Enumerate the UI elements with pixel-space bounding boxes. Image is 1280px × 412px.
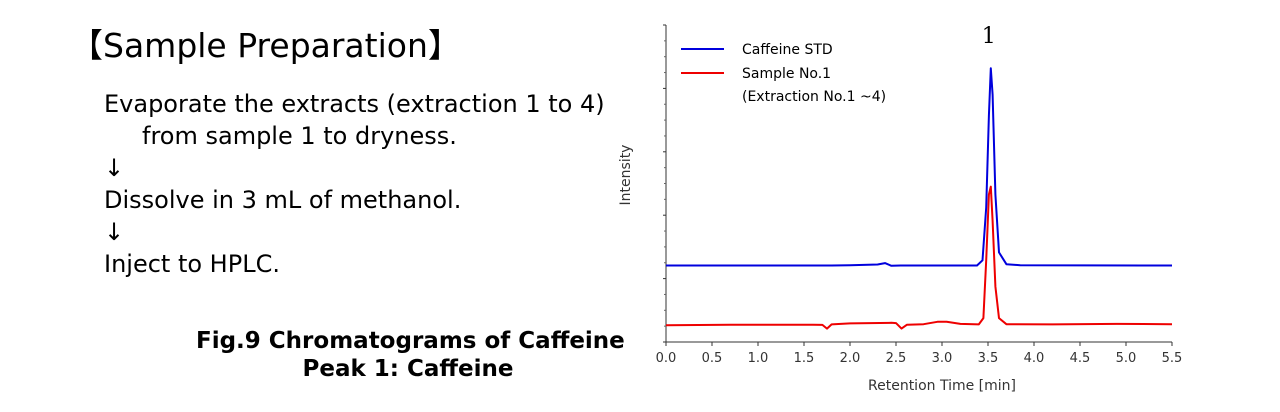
slide-title: 【Sample Preparation】 xyxy=(70,26,461,65)
plot-area xyxy=(665,67,1173,330)
x-tick-label: 1.0 xyxy=(748,351,769,366)
x-tick-label: 5.0 xyxy=(1116,351,1137,366)
legend-label: Sample No.1 xyxy=(742,66,831,82)
x-tick-label: 2.5 xyxy=(886,351,907,366)
down-arrow: ↓ xyxy=(104,218,125,246)
legend-label: Caffeine STD xyxy=(742,42,833,58)
step-inject: Inject to HPLC. xyxy=(104,250,280,278)
x-tick-label: 4.0 xyxy=(1024,351,1045,366)
x-axis-title: Retention Time [min] xyxy=(868,378,1016,394)
figure-caption: Fig.9 Chromatograms of Caffeine Peak 1: … xyxy=(196,327,625,383)
legend: Caffeine STD Sample No.1 (Extraction No.1 … xyxy=(681,42,886,105)
x-tick-label: 0.5 xyxy=(702,351,723,366)
step-dissolve: Dissolve in 3 mL of methanol. xyxy=(104,186,462,214)
x-tick-label: 0.0 xyxy=(656,351,677,366)
step-evaporate-continued: from sample 1 to dryness. xyxy=(142,122,457,150)
x-tick-label: 4.5 xyxy=(1070,351,1091,366)
x-tick-label: 3.5 xyxy=(978,351,999,366)
series-line-sample-1 xyxy=(665,185,1173,330)
x-tick-label: 2.0 xyxy=(840,351,861,366)
x-tick-label: 3.0 xyxy=(932,351,953,366)
chromatogram-chart: 0.0 0.5 1.0 1.5 2.0 2.5 3.0 3.5 4.0 4.5 5.0 5.5 Caf… xyxy=(618,24,1183,394)
x-tick-label: 1.5 xyxy=(794,351,815,366)
down-arrow: ↓ xyxy=(104,154,125,182)
caption-title: Fig.9 Chromatograms of Caffeine xyxy=(196,328,625,354)
x-tick-label: 5.5 xyxy=(1162,351,1183,366)
preparation-steps: Evaporate the extracts (extraction 1 to … xyxy=(104,88,605,280)
legend-label: (Extraction No.1 ~4) xyxy=(742,89,886,105)
y-axis-ticks xyxy=(663,24,666,343)
peak-label: 1 xyxy=(982,24,996,49)
step-evaporate: Evaporate the extracts (extraction 1 to … xyxy=(104,90,605,118)
x-axis-ticks: 0.0 0.5 1.0 1.5 2.0 2.5 3.0 3.5 4.0 4.5 5.0 5.5 xyxy=(656,342,1183,366)
series-line-caffeine-std xyxy=(666,67,1173,267)
caption-subtitle: Peak 1: Caffeine xyxy=(302,356,514,382)
y-axis-title: Intensity xyxy=(618,145,634,206)
